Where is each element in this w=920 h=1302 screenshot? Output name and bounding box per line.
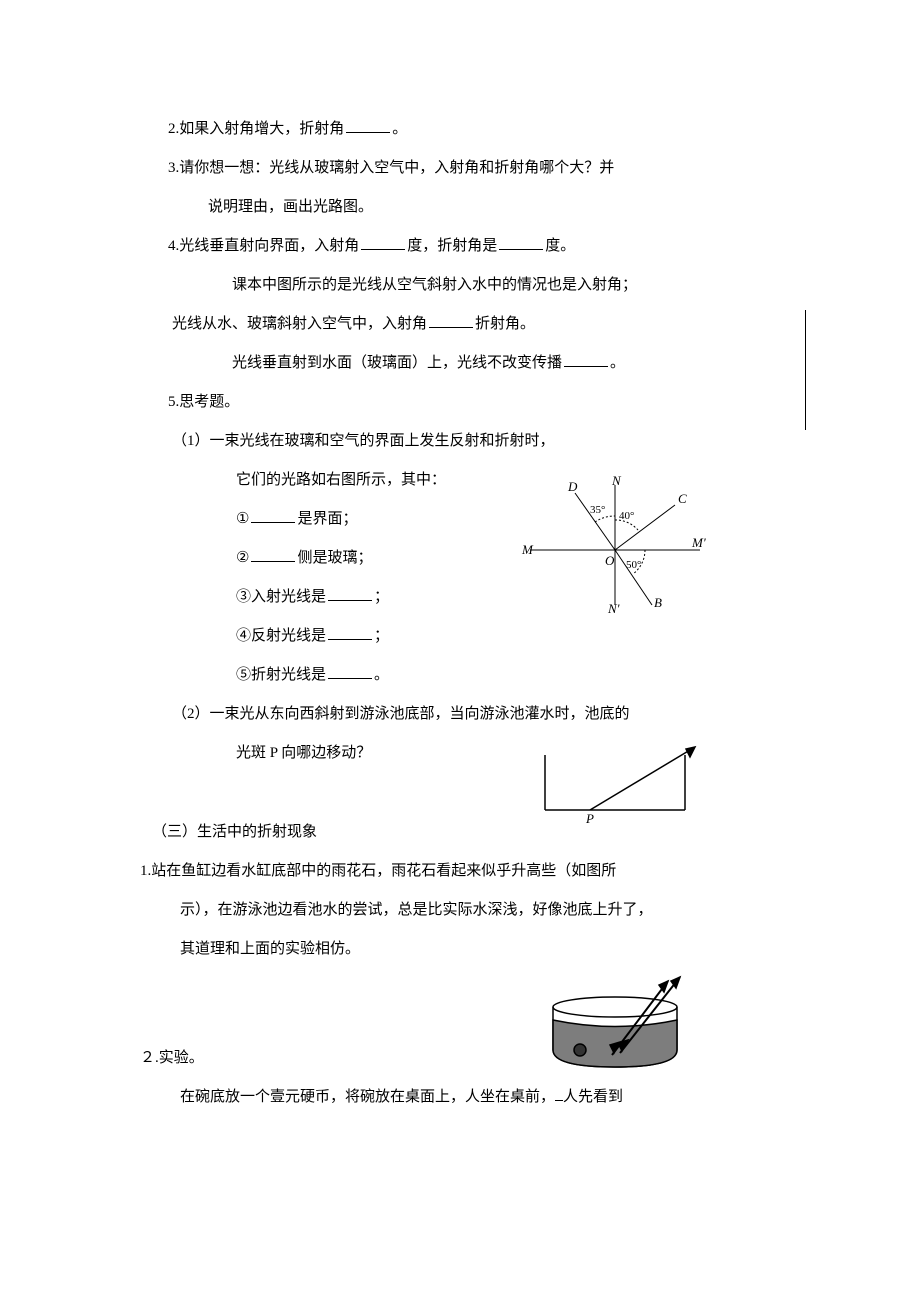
blank (499, 235, 543, 250)
blank (328, 664, 372, 679)
label-Mp: M' (691, 535, 706, 550)
q5_1d1: ② (236, 550, 249, 566)
q4e: 光线从水、玻璃斜射入空气中，入射角 (172, 316, 427, 332)
ray-diagram: D N C M M' O N' B 35° 40° 50° (520, 475, 710, 615)
q3a: 3.请你想一想：光线从玻璃射入空气中，入射角和折射角哪个大？并 (168, 160, 614, 176)
q4a: 4.光线垂直射向界面，入射角 (168, 238, 359, 254)
comma-mark (555, 1086, 563, 1101)
blank (251, 547, 295, 562)
angle-50: 50° (626, 559, 641, 571)
q5_1b: 它们的光路如右图所示，其中： (236, 472, 446, 488)
q4h: 。 (610, 355, 625, 371)
q3b: 说明理由，画出光路图。 (208, 199, 373, 215)
q3-line-b: 说明理由，画出光路图。 (140, 188, 780, 227)
p1c-t: 其道理和上面的实验相仿。 (180, 941, 360, 957)
q5-1g: ⑤折射光线是 。 (140, 656, 780, 695)
blank (429, 313, 473, 328)
q4-line-e: 光线从水、玻璃斜射入空气中，入射角 折射角。 (140, 305, 780, 344)
q5_1d2: 侧是玻璃； (297, 550, 372, 566)
q4-line-d: 课本中图所示的是光线从空气斜射入水中的情况也是入射角； (140, 266, 780, 305)
p1b: 示），在游泳池边看池水的尝试，总是比实际水深浅，好像池底上升了， (140, 891, 780, 930)
p1c: 其道理和上面的实验相仿。 (140, 930, 780, 969)
q5_1g1: ⑤折射光线是 (236, 667, 326, 683)
p2a: 在碗底放一个壹元硬币，将碗放在桌面上，人坐在桌前， 人先看到 (140, 1078, 780, 1117)
pool-diagram: P (530, 745, 700, 825)
q5-2a: （2）一束光从东向西斜射到游泳池底部，当向游泳池灌水时，池底的 (140, 695, 780, 734)
q4-line-a: 4.光线垂直射向界面，入射角 度，折射角是 度。 (140, 227, 780, 266)
q2-end: 。 (392, 121, 407, 137)
angle-35: 35° (590, 504, 605, 516)
document-page: 2.如果入射角增大，折射角。 3.请你想一想：光线从玻璃射入空气中，入射角和折射… (0, 0, 920, 1302)
q4g: 光线垂直射到水面（玻璃面）上，光线不改变传播 (232, 355, 562, 371)
q5_1e1: ③入射光线是 (236, 589, 326, 605)
margin-line (805, 310, 806, 430)
label-O: O (605, 553, 615, 568)
q5_1f1: ④反射光线是 (236, 628, 326, 644)
blank (328, 625, 372, 640)
q3-line-a: 3.请你想一想：光线从玻璃射入空气中，入射角和折射角哪个大？并 (140, 149, 780, 188)
q5: 5.思考题。 (168, 394, 239, 410)
blank (564, 352, 608, 367)
label-B: B (654, 595, 662, 610)
label-M: M (521, 542, 534, 557)
q4d: 课本中图所示的是光线从空气斜射入水中的情况也是入射角； (232, 277, 637, 293)
q5_1c1: ① (236, 511, 249, 527)
q4f: 折射角。 (475, 316, 535, 332)
blank (361, 235, 405, 250)
blank (328, 586, 372, 601)
q5_1g2: 。 (374, 667, 389, 683)
q4-line-g: 光线垂直射到水面（玻璃面）上，光线不改变传播 。 (140, 344, 780, 383)
p2-t: ２.实验。 (140, 1050, 204, 1066)
q4b: 度，折射角是 (407, 238, 497, 254)
q5_2a: （2）一束光从东向西斜射到游泳池底部，当向游泳池灌水时，池底的 (172, 706, 630, 722)
label-D: D (567, 479, 578, 494)
label-C: C (678, 491, 687, 506)
q5_1c2: 是界面； (297, 511, 357, 527)
q5_2b: 光斑 P 向哪边移动？ (236, 745, 371, 761)
label-N: N (611, 475, 622, 488)
s3: （三）生活中的折射现象 (152, 824, 317, 840)
q5_1f2: ； (374, 628, 389, 644)
bowl-diagram (540, 975, 690, 1075)
angle-40: 40° (619, 510, 634, 522)
blank (251, 508, 295, 523)
p1b-t: 示），在游泳池边看池水的尝试，总是比实际水深浅，好像池底上升了， (180, 902, 653, 918)
q5-line: 5.思考题。 (140, 383, 780, 422)
q2-line: 2.如果入射角增大，折射角 。 (140, 110, 780, 149)
q5_1e2: ； (374, 589, 389, 605)
p1a-t: 1.站在鱼缸边看水缸底部中的雨花石，雨花石看起来似乎升高些（如图所 (140, 863, 616, 879)
label-P: P (585, 811, 594, 825)
label-Np: N' (607, 601, 620, 615)
p2b-t: 人先看到 (563, 1089, 623, 1105)
q5-1f: ④反射光线是 ； (140, 617, 780, 656)
p1a: 1.站在鱼缸边看水缸底部中的雨花石，雨花石看起来似乎升高些（如图所 (140, 852, 780, 891)
q2-text: 2.如果入射角增大，折射角 (168, 121, 344, 137)
p2a-t: 在碗底放一个壹元硬币，将碗放在桌面上，人坐在桌前， (180, 1089, 555, 1105)
q5_1a: （1）一束光线在玻璃和空气的界面上发生反射和折射时， (172, 433, 555, 449)
q5-1a: （1）一束光线在玻璃和空气的界面上发生反射和折射时， (140, 422, 780, 461)
q4c: 度。 (545, 238, 575, 254)
blank (346, 118, 390, 133)
